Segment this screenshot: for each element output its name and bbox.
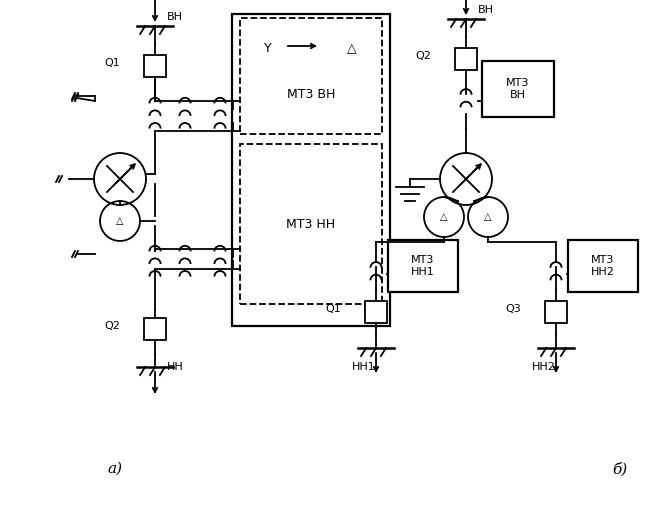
Text: Q2: Q2 bbox=[104, 321, 120, 331]
Text: △: △ bbox=[116, 216, 124, 226]
Bar bbox=[144, 55, 166, 77]
Bar bbox=[568, 240, 638, 292]
Text: HH2: HH2 bbox=[532, 362, 556, 372]
Bar bbox=[144, 318, 166, 340]
Text: б): б) bbox=[613, 462, 628, 476]
Text: HH: HH bbox=[167, 362, 184, 372]
Text: MT3 BH: MT3 BH bbox=[287, 88, 335, 101]
Bar bbox=[365, 301, 387, 323]
Text: a): a) bbox=[107, 462, 122, 476]
Bar bbox=[545, 301, 567, 323]
Text: Y: Y bbox=[265, 42, 272, 56]
Text: MT3
HH2: MT3 HH2 bbox=[591, 255, 615, 277]
Bar bbox=[240, 18, 382, 134]
Text: Q1: Q1 bbox=[104, 58, 120, 68]
Text: MT3 HH: MT3 HH bbox=[286, 217, 336, 231]
Text: Q3: Q3 bbox=[505, 304, 521, 314]
Bar bbox=[455, 48, 477, 70]
Text: BH: BH bbox=[478, 5, 494, 15]
Bar bbox=[240, 144, 382, 304]
Text: HH1: HH1 bbox=[352, 362, 376, 372]
Bar bbox=[388, 240, 458, 292]
Text: MT3
HH1: MT3 HH1 bbox=[411, 255, 435, 277]
Bar bbox=[482, 61, 554, 117]
Text: MT3
BH: MT3 BH bbox=[506, 78, 530, 100]
Text: △: △ bbox=[440, 212, 447, 222]
Text: Q1: Q1 bbox=[325, 304, 341, 314]
Text: Q2: Q2 bbox=[415, 51, 431, 61]
Text: BH: BH bbox=[167, 12, 183, 22]
Text: △: △ bbox=[484, 212, 492, 222]
Bar bbox=[232, 14, 390, 326]
Text: △: △ bbox=[347, 42, 357, 56]
